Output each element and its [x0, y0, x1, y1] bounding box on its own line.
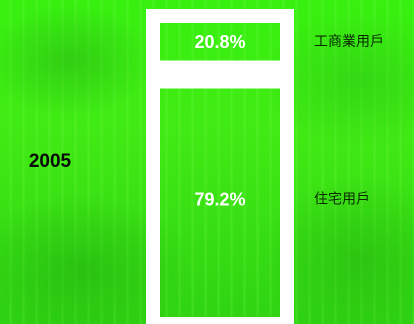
legend-commercial: 工商業用戶: [314, 34, 384, 50]
data-label-commercial: 20.8%: [194, 32, 245, 52]
category-label-2005: 2005: [29, 151, 72, 172]
legend-residential: 住宅用戶: [314, 191, 370, 207]
segment-commercial: [146, 9, 294, 75]
data-label-residential: 79.2%: [194, 189, 245, 209]
